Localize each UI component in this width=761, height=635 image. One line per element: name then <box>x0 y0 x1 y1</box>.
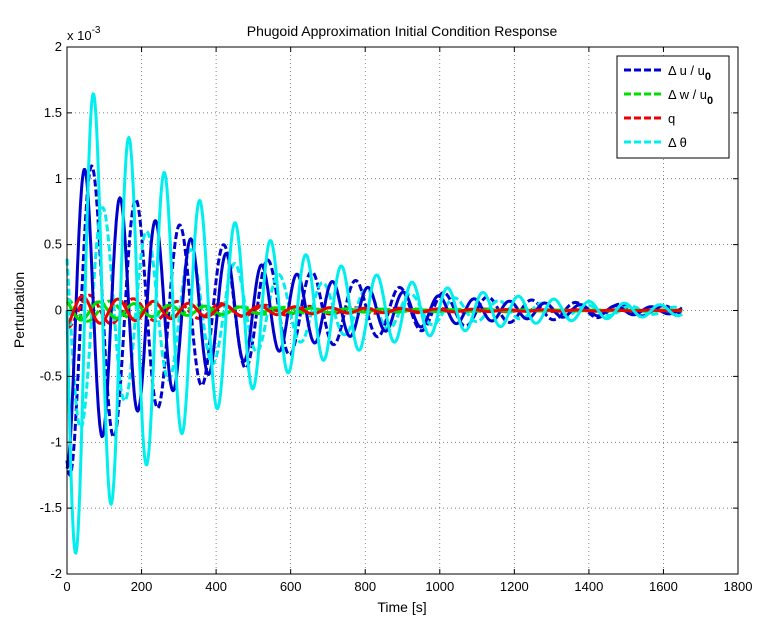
y-tick-label: 1.5 <box>44 105 62 120</box>
y-tick-label: 0 <box>55 303 62 318</box>
y-tick-label: -1 <box>50 434 62 449</box>
legend-label: Δ θ <box>668 135 687 150</box>
y-tick-label: -2 <box>50 566 62 581</box>
axis-ticks: 0 200 400 600 800 1000 1200 1400 1600 1800-2-1.5-… <box>40 39 753 594</box>
y-tick-label: 0.5 <box>44 237 62 252</box>
y-exponent-label: x 10-3 <box>67 25 101 43</box>
x-tick-label: 1200 <box>500 579 529 594</box>
series-line <box>65 92 683 555</box>
y-tick-label: 2 <box>55 39 62 54</box>
series-line <box>65 168 683 470</box>
y-axis-label: Perturbation <box>11 272 27 348</box>
x-tick-label: 1800 <box>724 579 753 594</box>
x-tick-label: 400 <box>205 579 227 594</box>
legend-subscript: 0 <box>705 71 711 83</box>
y-tick-label: -0.5 <box>40 368 62 383</box>
chart-title: Phugoid Approximation Initial Condition … <box>247 23 558 39</box>
y-exponent-power: -3 <box>92 25 101 36</box>
x-axis-label: Time [s] <box>377 599 426 615</box>
series-lines <box>65 92 683 555</box>
y-tick-label: -1.5 <box>40 500 62 515</box>
x-tick-label: 1000 <box>425 579 454 594</box>
x-tick-label: 0 <box>63 579 70 594</box>
x-tick-label: 200 <box>131 579 153 594</box>
legend-label: q <box>668 111 675 126</box>
x-tick-label: 600 <box>280 579 302 594</box>
x-tick-label: 1600 <box>649 579 678 594</box>
x-tick-label: 800 <box>354 579 376 594</box>
series-line <box>65 164 683 477</box>
y-exponent-base: x 10 <box>67 28 92 43</box>
y-tick-label: 1 <box>55 171 62 186</box>
x-tick-label: 1400 <box>574 579 603 594</box>
legend-subscript: 0 <box>707 95 713 107</box>
